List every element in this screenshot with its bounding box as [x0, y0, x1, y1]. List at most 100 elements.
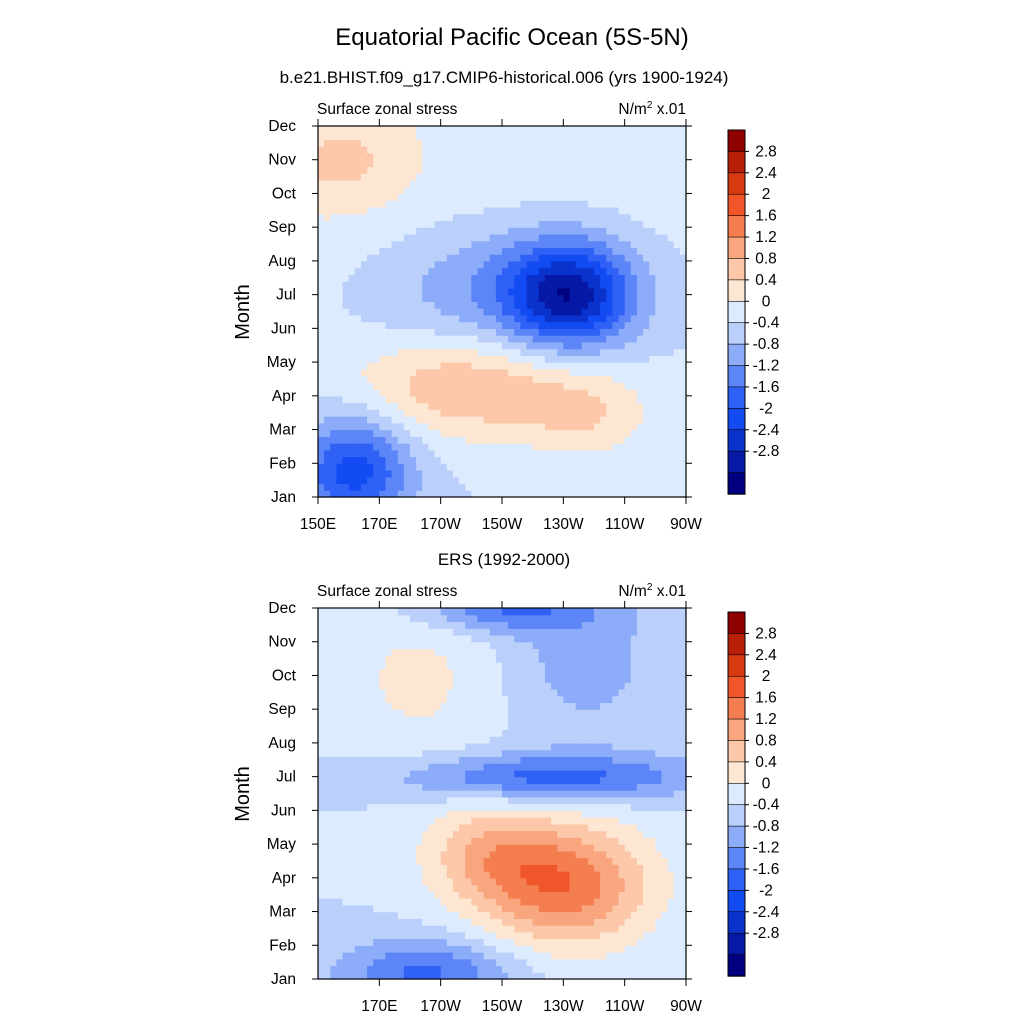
- heatmap-cell: [397, 321, 405, 329]
- heatmap-cell: [428, 260, 436, 269]
- heatmap-cell: [318, 166, 325, 174]
- heatmap-cell: [385, 146, 393, 154]
- heatmap-cell: [336, 470, 344, 478]
- heatmap-cell: [551, 483, 558, 491]
- heatmap-cell: [594, 429, 601, 437]
- heatmap-cell: [446, 628, 454, 636]
- heatmap-cell: [324, 321, 331, 329]
- heatmap-cell: [428, 247, 436, 255]
- heatmap-cell: [514, 335, 521, 343]
- heatmap-cell: [354, 742, 362, 751]
- heatmap-cell: [606, 341, 613, 350]
- heatmap-cell: [673, 233, 681, 242]
- heatmap-cell: [489, 321, 497, 329]
- heatmap-cell: [422, 756, 429, 764]
- heatmap-cell: [391, 152, 399, 161]
- heatmap-cell: [416, 193, 423, 201]
- heatmap-cell: [385, 220, 393, 228]
- heatmap-cell: [673, 200, 681, 208]
- heatmap-cell: [410, 159, 417, 168]
- heatmap-cell: [459, 335, 466, 343]
- heatmap-cell: [360, 132, 368, 141]
- heatmap-cell: [575, 335, 583, 343]
- heatmap-cell: [563, 200, 571, 208]
- heatmap-cell: [618, 186, 626, 195]
- heatmap-cell: [373, 227, 380, 235]
- heatmap-cell: [471, 682, 479, 690]
- heatmap-cell: [342, 206, 350, 215]
- heatmap-cell: [373, 126, 380, 134]
- heatmap-cell: [385, 200, 393, 208]
- heatmap-cell: [354, 483, 362, 491]
- heatmap-cell: [624, 159, 632, 168]
- heatmap-cell: [397, 247, 405, 255]
- heatmap-cell: [477, 152, 485, 161]
- heatmap-cell: [354, 260, 362, 269]
- heatmap-cell: [465, 476, 472, 485]
- heatmap-cell: [575, 206, 583, 215]
- heatmap-cell: [318, 335, 325, 343]
- heatmap-cell: [612, 395, 620, 404]
- heatmap-cell: [655, 328, 663, 336]
- heatmap-cell: [391, 925, 399, 933]
- heatmap-cell: [416, 179, 423, 188]
- heatmap-cell: [342, 328, 350, 336]
- heatmap-cell: [594, 200, 601, 208]
- heatmap-cell: [673, 139, 681, 147]
- heatmap-cell: [569, 308, 577, 316]
- heatmap-cell: [428, 756, 436, 764]
- heatmap-cell: [630, 254, 638, 262]
- heatmap-cell: [465, 952, 472, 960]
- heatmap-cell: [422, 675, 429, 683]
- heatmap-cell: [532, 463, 540, 471]
- heatmap-cell: [514, 200, 521, 208]
- heatmap-cell: [348, 368, 356, 377]
- heatmap-cell: [563, 328, 571, 336]
- heatmap-cell: [373, 844, 380, 852]
- heatmap-cell: [655, 483, 663, 491]
- heatmap-cell: [434, 695, 442, 704]
- heatmap-cell: [636, 443, 644, 451]
- heatmap-cell: [385, 247, 393, 255]
- heatmap-cell: [330, 281, 337, 289]
- heatmap-cell: [612, 341, 620, 350]
- heatmap-cell: [600, 152, 607, 161]
- heatmap-cell: [367, 952, 374, 960]
- heatmap-cell: [502, 254, 509, 262]
- heatmap-cell: [416, 456, 423, 464]
- heatmap-cell: [538, 220, 546, 228]
- heatmap-cell: [581, 132, 589, 141]
- heatmap-cell: [600, 314, 607, 323]
- heatmap-cell: [330, 409, 337, 417]
- heatmap-cell: [532, 375, 540, 383]
- heatmap-cell: [422, 925, 429, 933]
- heatmap-cell: [544, 449, 552, 458]
- heatmap-cell: [434, 389, 442, 397]
- heatmap-cell: [483, 864, 491, 872]
- heatmap-cell: [348, 308, 356, 316]
- heatmap-cell: [630, 490, 638, 498]
- heatmap-cell: [459, 668, 466, 677]
- heatmap-cell: [667, 301, 675, 309]
- heatmap-cell: [471, 409, 479, 417]
- heatmap-cell: [385, 449, 393, 458]
- heatmap-cell: [612, 146, 620, 154]
- heatmap-cell: [551, 166, 558, 174]
- heatmap-cell: [581, 206, 589, 215]
- heatmap-cell: [526, 159, 534, 168]
- heatmap-cell: [379, 186, 387, 195]
- heatmap-cell: [336, 608, 344, 616]
- heatmap-cell: [612, 321, 620, 329]
- heatmap-cell: [428, 904, 436, 913]
- heatmap-cell: [624, 368, 632, 377]
- heatmap-cell: [434, 409, 442, 417]
- heatmap-cell: [336, 871, 344, 879]
- heatmap-cell: [324, 193, 331, 201]
- heatmap-cell: [318, 736, 325, 744]
- heatmap-cell: [354, 817, 362, 825]
- heatmap-cell: [416, 952, 423, 960]
- heatmap-cell: [594, 308, 601, 316]
- heatmap-cell: [465, 904, 472, 913]
- heatmap-cell: [514, 422, 521, 431]
- heatmap-cell: [422, 823, 429, 832]
